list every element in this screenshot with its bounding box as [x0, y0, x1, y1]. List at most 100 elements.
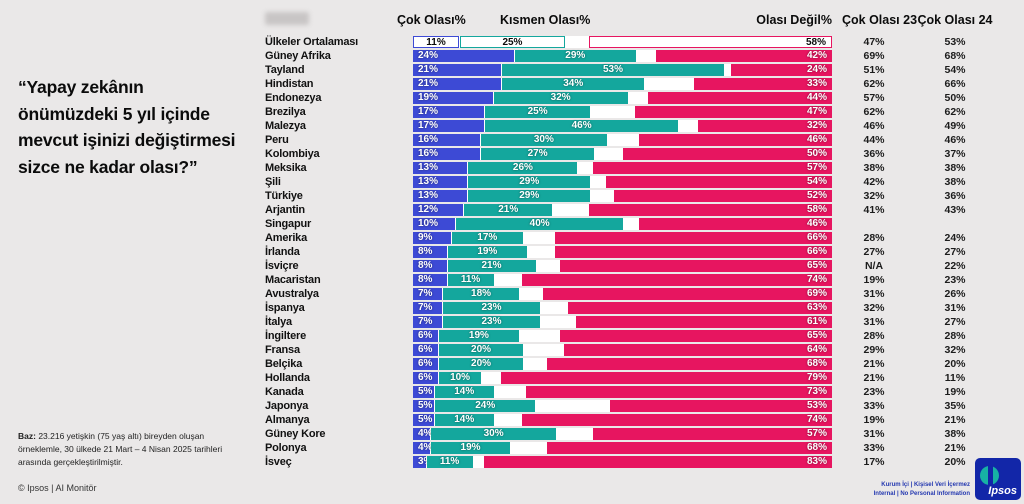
value-2024: 43%: [944, 204, 966, 216]
bar-segment-not-likely: 68%: [547, 442, 832, 454]
table-row: Endonezya 19% 32% 44% 57% 50%: [265, 92, 1017, 104]
value-2023: 23%: [863, 386, 885, 398]
bar-segment-not-likely: 65%: [559, 260, 832, 272]
bar-segment-somewhat-likely: 30%: [481, 134, 607, 146]
table-row: Kolombiya 16% 27% 50% 36% 37%: [265, 148, 1017, 160]
value-2023: 36%: [863, 148, 885, 160]
country-label: Kolombiya: [265, 148, 320, 160]
stacked-bar: 8% 19% 66%: [413, 246, 832, 258]
stacked-bar: 5% 24% 53%: [413, 400, 832, 412]
country-label: Amerika: [265, 232, 308, 244]
value-2024: 36%: [944, 190, 966, 202]
bar-segment-somewhat-likely: 40%: [455, 218, 624, 230]
value-2023: 46%: [863, 120, 885, 132]
bar-segment-very-likely: 21%: [413, 78, 501, 90]
bar-segment-very-likely: 21%: [413, 64, 501, 76]
value-2024: 37%: [944, 148, 966, 160]
value-2024: 11%: [944, 372, 966, 384]
bar-segment-somewhat-likely: 19%: [430, 442, 511, 454]
bar-segment-not-likely: 73%: [526, 386, 832, 398]
country-label: İspanya: [265, 302, 305, 314]
value-2023: 47%: [863, 36, 885, 48]
value-2024: 35%: [944, 400, 966, 412]
stacked-bar: 16% 30% 46%: [413, 134, 832, 146]
table-row: Belçika 6% 20% 68% 21% 20%: [265, 358, 1017, 370]
country-label: İsveç: [265, 456, 292, 468]
chart-rows: Ülkeler Ortalaması 11% 25% 58% 47% 53% Güney A…: [265, 36, 1017, 470]
stacked-bar: 8% 21% 65%: [413, 260, 832, 272]
table-row: İrlanda 8% 19% 66% 27% 27%: [265, 246, 1017, 258]
confidentiality-line2: Internal | No Personal Information: [873, 491, 970, 497]
bar-segment-very-likely: 19%: [413, 92, 493, 104]
stacked-bar: 12% 21% 58%: [413, 204, 832, 216]
bar-segment-not-likely: 42%: [656, 50, 832, 62]
value-2024: 54%: [944, 64, 966, 76]
value-2024: 28%: [944, 330, 966, 342]
table-row: Türkiye 13% 29% 52% 32% 36%: [265, 190, 1017, 202]
value-2023: 51%: [863, 64, 885, 76]
bar-segment-somewhat-likely: 46%: [485, 120, 678, 132]
table-row: İsveç 3% 11% 83% 17% 20%: [265, 456, 1017, 468]
stacked-bar: 5% 14% 74%: [413, 414, 832, 426]
country-label: Singapur: [265, 218, 312, 230]
value-2024: 27%: [944, 316, 966, 328]
table-row: İtalya 7% 23% 61% 31% 27%: [265, 316, 1017, 328]
bar-segment-somewhat-likely: 10%: [439, 372, 482, 384]
table-row: Güney Afrika 24% 29% 42% 69% 68%: [265, 50, 1017, 62]
table-row: Hollanda 6% 10% 79% 21% 11%: [265, 372, 1017, 384]
value-2024: 22%: [944, 260, 966, 272]
country-label: İngiltere: [265, 330, 306, 342]
ipsos-logo-text: Ipsos: [988, 485, 1017, 497]
bar-segment-not-likely: 46%: [639, 218, 832, 230]
bar-segment-somewhat-likely: 23%: [443, 302, 540, 314]
value-2024: 46%: [944, 134, 966, 146]
value-2023: 44%: [863, 134, 885, 146]
ipsos-logo-bar-icon: [988, 464, 993, 487]
bar-segment-very-likely: 8%: [413, 274, 447, 286]
bar-segment-somewhat-likely: 29%: [468, 176, 590, 188]
column-header-2023: Çok Olası 23: [842, 13, 918, 27]
base-text: 23.216 yetişkin (75 yaş altı) bireyden o…: [18, 431, 223, 468]
confidentiality-line1: Kurum İçi | Kişisel Veri İçermez: [881, 482, 970, 488]
bar-segment-very-likely: 7%: [413, 288, 443, 300]
value-2023: 42%: [863, 176, 885, 188]
table-row: Kanada 5% 14% 73% 23% 19%: [265, 386, 1017, 398]
bar-segment-not-likely: 61%: [576, 316, 832, 328]
bar-segment-very-likely: 9%: [413, 232, 451, 244]
value-2023: 41%: [863, 204, 885, 216]
value-2024: 68%: [944, 50, 966, 62]
value-2024: 24%: [944, 232, 966, 244]
bar-segment-not-likely: 46%: [639, 134, 832, 146]
table-row: İsviçre 8% 21% 65% N/A 22%: [265, 260, 1017, 272]
value-2023: 19%: [863, 274, 885, 286]
bar-segment-very-likely: 5%: [413, 414, 434, 426]
country-label: Tayland: [265, 64, 305, 76]
bar-segment-somewhat-likely: 11%: [426, 456, 473, 468]
redacted-label: [265, 12, 309, 25]
bar-segment-very-likely: 8%: [413, 246, 447, 258]
country-label: Fransa: [265, 344, 300, 356]
confidentiality-note: Kurum İçi | Kişisel Veri İçermez Interna…: [874, 481, 970, 499]
value-2024: 50%: [944, 92, 966, 104]
bar-segment-very-likely: 7%: [413, 302, 443, 314]
value-2023: 21%: [863, 372, 885, 384]
value-2023: 57%: [863, 92, 885, 104]
country-label: İsviçre: [265, 260, 299, 272]
value-2023: 33%: [863, 400, 885, 412]
ipsos-logo: Ipsos: [975, 458, 1021, 500]
stacked-bar: 21% 53% 24%: [413, 64, 832, 76]
bar-segment-not-likely: 66%: [555, 246, 832, 258]
table-row: Arjantin 12% 21% 58% 41% 43%: [265, 204, 1017, 216]
stacked-bar: 4% 19% 68%: [413, 442, 832, 454]
bar-segment-very-likely: 10%: [413, 218, 455, 230]
bar-segment-very-likely: 16%: [413, 134, 481, 146]
stacked-bar: 3% 11% 83%: [413, 456, 832, 468]
value-2023: 31%: [863, 316, 885, 328]
bar-segment-not-likely: 83%: [484, 456, 832, 468]
table-row: Polonya 4% 19% 68% 33% 21%: [265, 442, 1017, 454]
country-label: Malezya: [265, 120, 306, 132]
value-2023: 62%: [863, 106, 885, 118]
bar-segment-not-likely: 64%: [563, 344, 832, 356]
bar-segment-very-likely: 6%: [413, 330, 439, 342]
stacked-bar: 5% 14% 73%: [413, 386, 832, 398]
